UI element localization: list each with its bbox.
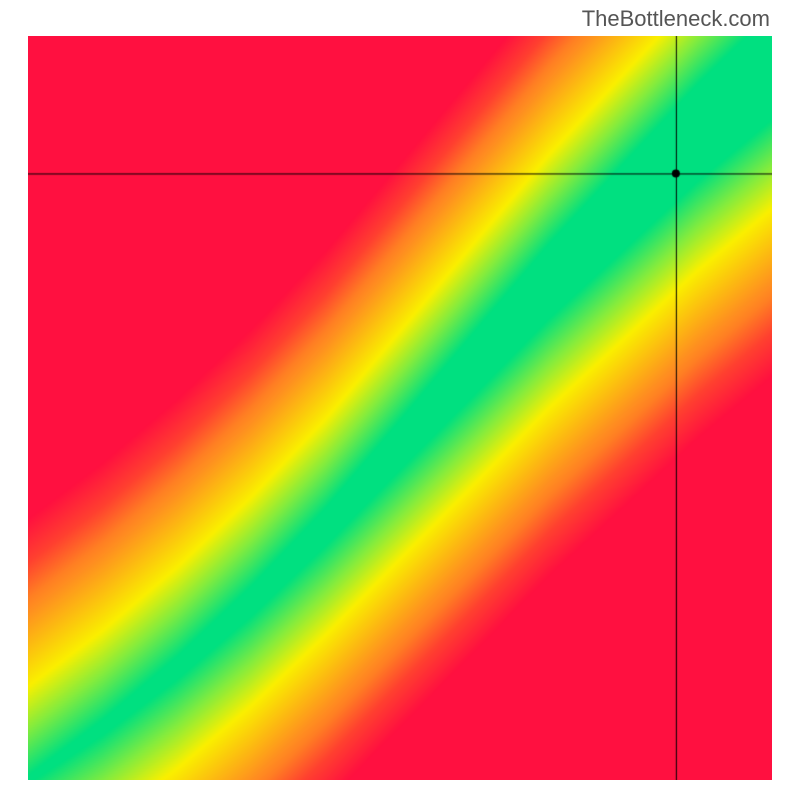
heatmap-plot bbox=[28, 36, 772, 780]
heatmap-canvas bbox=[28, 36, 772, 780]
chart-container: TheBottleneck.com bbox=[0, 0, 800, 800]
attribution-text: TheBottleneck.com bbox=[582, 6, 770, 32]
